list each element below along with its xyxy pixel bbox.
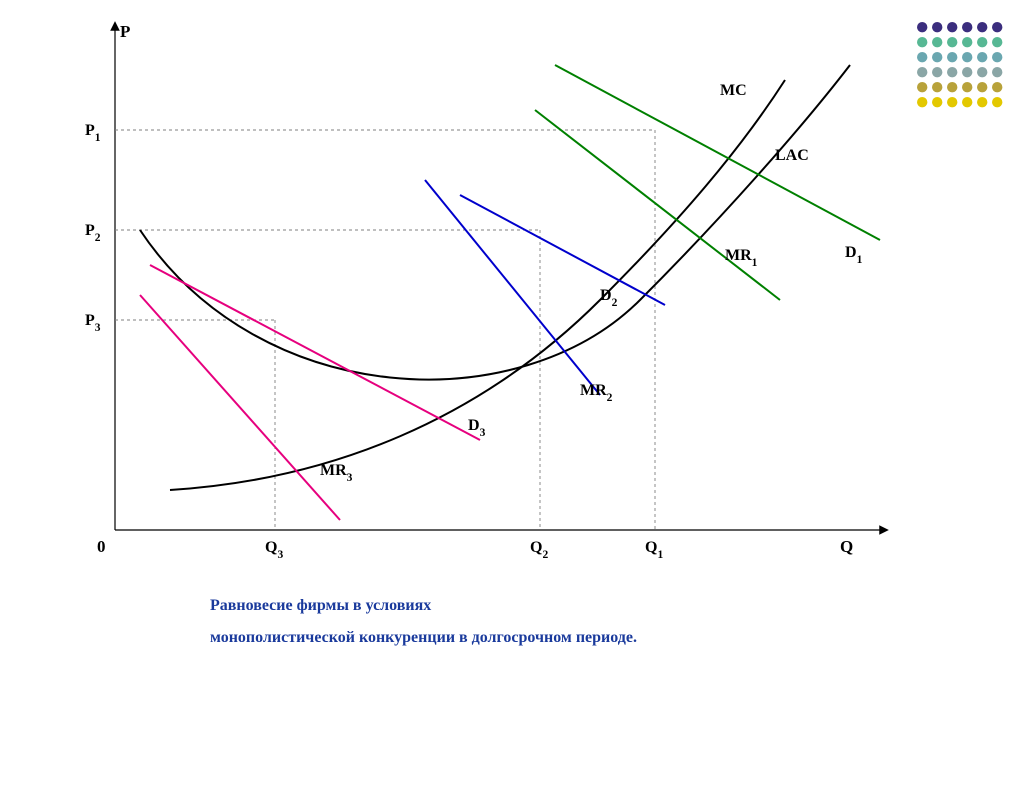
- curve-label-MC: MC: [720, 82, 747, 99]
- deco-dot: [962, 97, 972, 107]
- y-axis-label: P: [120, 22, 130, 41]
- deco-dot: [962, 37, 972, 47]
- deco-dot: [947, 82, 957, 92]
- deco-dot: [947, 52, 957, 62]
- line-label-MR3: MR3: [320, 462, 353, 484]
- y-tick-P2: P2: [85, 222, 101, 244]
- deco-dot: [917, 52, 927, 62]
- deco-dot: [962, 67, 972, 77]
- deco-dot: [992, 82, 1002, 92]
- deco-dot: [932, 22, 942, 32]
- x-axis-label: Q: [840, 537, 853, 556]
- deco-dot: [947, 22, 957, 32]
- deco-dot: [962, 22, 972, 32]
- y-tick-P3: P3: [85, 312, 101, 334]
- deco-dot: [947, 37, 957, 47]
- line-MR2: [425, 180, 600, 395]
- x-tick-Q3: Q3: [265, 539, 283, 561]
- chart-caption: Равновесие фирмы в условиях монополистич…: [210, 590, 770, 654]
- deco-dot: [917, 22, 927, 32]
- deco-dot: [932, 37, 942, 47]
- deco-dot: [932, 82, 942, 92]
- x-tick-Q2: Q2: [530, 539, 548, 561]
- deco-dot: [917, 97, 927, 107]
- line-D2: [460, 195, 665, 305]
- line-MR3: [140, 295, 340, 520]
- deco-dot: [977, 82, 987, 92]
- deco-dot: [917, 67, 927, 77]
- deco-dot: [992, 52, 1002, 62]
- deco-dot: [932, 52, 942, 62]
- deco-dot: [962, 82, 972, 92]
- deco-dot: [977, 97, 987, 107]
- deco-dot: [977, 22, 987, 32]
- y-tick-P1: P1: [85, 122, 101, 144]
- deco-dot: [917, 82, 927, 92]
- deco-dot: [977, 52, 987, 62]
- deco-dot: [977, 67, 987, 77]
- deco-dot: [932, 97, 942, 107]
- origin-label: 0: [97, 537, 106, 556]
- line-label-D2: D2: [600, 287, 618, 309]
- deco-dot: [932, 67, 942, 77]
- deco-dot: [917, 37, 927, 47]
- line-label-D1: D1: [845, 244, 863, 266]
- slide-decoration-dots: [915, 20, 1004, 787]
- deco-dot: [947, 67, 957, 77]
- line-D1: [555, 65, 880, 240]
- curve-label-LAC: LAC: [775, 147, 809, 164]
- line-label-MR1: MR1: [725, 247, 758, 269]
- caption-line-2: монополистической конкуренции в долгосро…: [210, 629, 637, 646]
- deco-dot: [947, 97, 957, 107]
- x-tick-Q1: Q1: [645, 539, 663, 561]
- deco-dot: [992, 37, 1002, 47]
- caption-line-1: Равновесие фирмы в условиях: [210, 597, 431, 614]
- deco-dot: [977, 37, 987, 47]
- line-D3: [150, 265, 480, 440]
- deco-dot: [962, 52, 972, 62]
- line-label-MR2: MR2: [580, 382, 613, 404]
- curve-LAC: [140, 65, 850, 380]
- deco-dot: [992, 22, 1002, 32]
- deco-dot: [992, 67, 1002, 77]
- deco-dot: [992, 97, 1002, 107]
